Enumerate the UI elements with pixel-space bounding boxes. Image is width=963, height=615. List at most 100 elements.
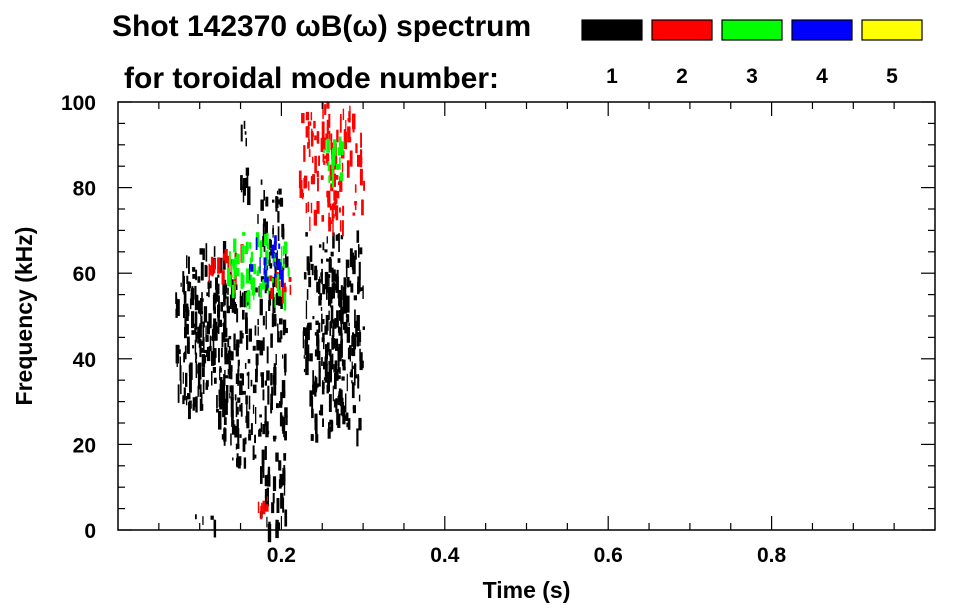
spectrum-mark [194, 339, 197, 355]
x-tick-label-0.6: 0.6 [594, 544, 623, 567]
spectrum-mark [239, 434, 242, 438]
spectrum-mark [275, 354, 277, 365]
legend-label-1: 1 [606, 65, 618, 88]
spectrum-mark [329, 257, 332, 261]
spectrum-mark [276, 250, 278, 260]
spectrum-mark [270, 287, 274, 299]
spectrum-mark [327, 198, 330, 206]
spectrum-mark [277, 519, 279, 524]
spectrum-mark [322, 418, 324, 427]
spectrum-mark [177, 384, 180, 403]
spectrum-mark [326, 102, 330, 109]
spectrum-mark [336, 191, 340, 199]
spectrum-mark [235, 443, 238, 450]
spectrum-mark [333, 190, 337, 201]
spectrum-mark [204, 264, 207, 277]
spectrum-mark [206, 350, 210, 357]
spectrum-mark [272, 276, 276, 288]
spectrum-mark [224, 370, 226, 376]
spectrum-mark [229, 385, 233, 393]
spectrum-mark [256, 360, 258, 377]
spectrum-mark [231, 263, 233, 273]
spectrum-mark [309, 390, 313, 407]
spectrum-mark [314, 269, 318, 280]
spectrum-mark [355, 374, 358, 379]
spectrum-mark [340, 114, 342, 121]
spectrum-mark [335, 175, 339, 180]
spectrum-mark [254, 325, 257, 336]
spectrum-mark [223, 294, 225, 307]
spectrum-mark [318, 296, 322, 306]
spectrum-mark [188, 364, 191, 373]
spectrum-mark [342, 359, 346, 371]
spectrum-mark [309, 121, 312, 126]
spectrum-mark [359, 329, 361, 346]
spectrum-mark [264, 234, 267, 246]
spectrum-mark [282, 264, 285, 268]
spectrum-mark [254, 434, 256, 444]
spectrum-mark [230, 396, 234, 400]
spectrum-mark [184, 327, 187, 339]
spectrum-mark [189, 374, 192, 393]
spectrum-mark [360, 360, 364, 369]
spectrum-mark [326, 283, 328, 300]
spectrum-mark [215, 277, 218, 290]
spectrum-mark [242, 438, 246, 452]
spectrum-mark [360, 287, 363, 292]
spectrum-mark [243, 120, 246, 129]
spectrum-mark [245, 177, 248, 188]
spectrum-mark [310, 434, 314, 441]
spectrum-mark [192, 345, 195, 349]
spectrum-mark [354, 363, 357, 375]
spectrum-mark [258, 429, 262, 437]
spectrum-mark [245, 312, 248, 322]
spectrum-mark [330, 420, 334, 432]
series-n=4 [249, 235, 284, 288]
spectrum-mark [202, 379, 205, 394]
spectrum-mark [231, 409, 234, 427]
spectrum-mark [329, 164, 333, 181]
spectrum-mark [346, 277, 350, 286]
spectrum-mark [264, 221, 268, 237]
spectrum-mark [320, 175, 324, 180]
spectrum-mark [177, 345, 180, 353]
spectrum-mark [228, 335, 232, 340]
spectrum-mark [187, 393, 191, 400]
spectrum-mark [242, 178, 246, 196]
spectrum-mark [244, 437, 247, 445]
spectrum-mark [280, 330, 283, 339]
spectrum-mark [299, 180, 303, 198]
spectrum-mark [328, 422, 330, 429]
spectrum-mark [199, 384, 202, 398]
spectrum-mark [310, 112, 313, 121]
spectrum-mark [358, 417, 362, 431]
spectrum-mark [340, 322, 343, 338]
spectrum-mark [231, 285, 235, 299]
axis-ticks: 0.2 0.4 0.6 0.8 0 20 40 60 80 100 [61, 92, 935, 567]
spectrum-mark [328, 310, 330, 320]
spectrum-mark [339, 176, 343, 192]
spectrum-mark [336, 129, 339, 143]
spectrum-mark [341, 376, 345, 381]
spectrum-mark [242, 275, 245, 288]
spectrum-mark [195, 358, 197, 363]
spectrum-mark [330, 251, 334, 257]
spectrum-mark [236, 444, 240, 449]
spectrum-mark [332, 325, 335, 340]
spectrum-mark [248, 395, 251, 410]
spectrum-mark [262, 389, 265, 401]
spectrum-mark [259, 414, 262, 418]
spectrum-mark [228, 360, 232, 379]
y-tick-label-0: 0 [84, 520, 96, 543]
spectrum-mark [304, 339, 306, 356]
spectrum-mark [239, 380, 243, 396]
spectrum-mark [218, 410, 222, 430]
spectrum-mark [180, 379, 182, 395]
legend-label-5: 5 [886, 65, 898, 88]
spectrum-mark [320, 404, 324, 416]
spectrum-mark [318, 279, 321, 283]
spectrum-mark [262, 315, 265, 326]
spectrum-mark [236, 284, 238, 290]
spectrum-mark [256, 340, 260, 351]
